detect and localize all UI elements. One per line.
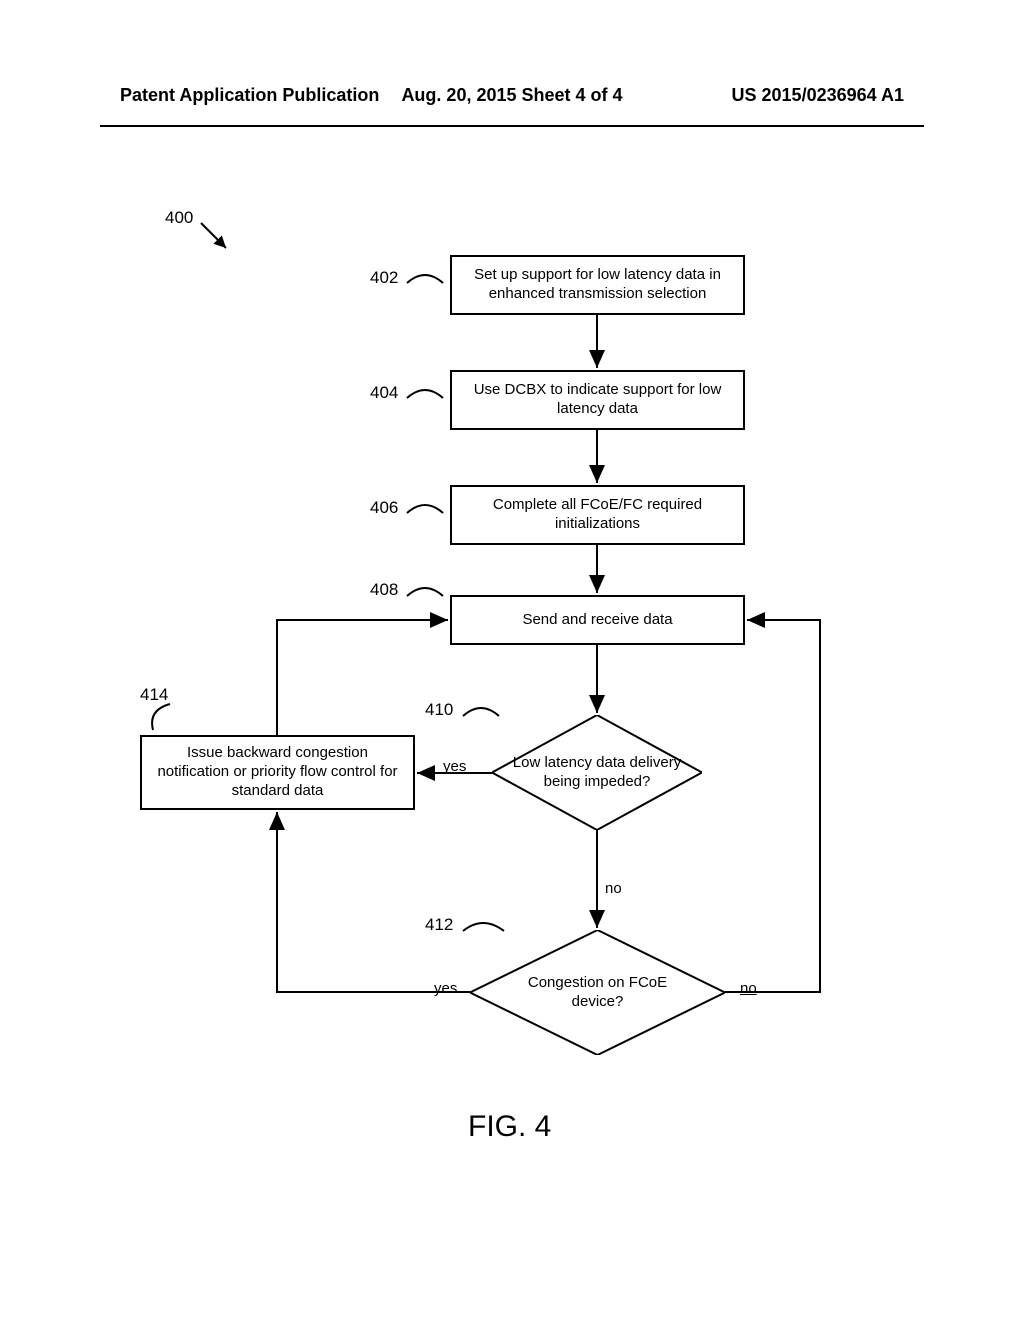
header-left: Patent Application Publication	[120, 85, 381, 106]
edge-410-yes: yes	[443, 758, 466, 775]
page-header: Patent Application Publication Aug. 20, …	[0, 85, 1024, 106]
figure-title: FIG. 4	[468, 1110, 551, 1144]
header-right: US 2015/0236964 A1	[643, 85, 904, 106]
edge-410-no: no	[605, 880, 622, 897]
header-rule	[100, 125, 924, 127]
edge-412-no: no	[740, 980, 757, 997]
edges-svg	[0, 160, 1024, 1160]
header-center: Aug. 20, 2015 Sheet 4 of 4	[381, 85, 642, 106]
flowchart: 400 Set up support for low latency data …	[0, 160, 1024, 1160]
edge-412-yes: yes	[434, 980, 457, 997]
